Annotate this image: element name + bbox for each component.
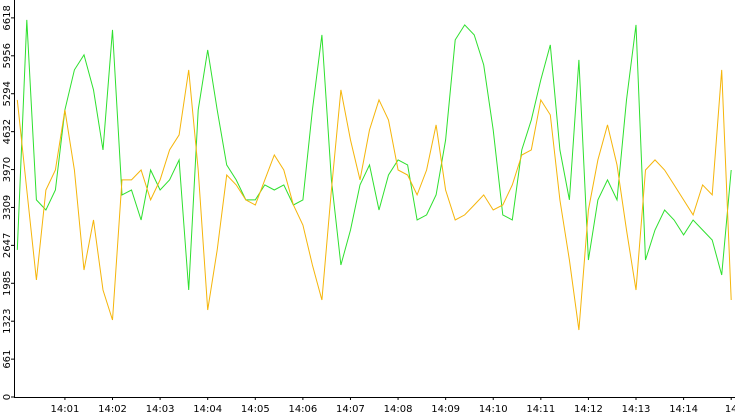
y-tick-label: 6618 <box>2 5 13 30</box>
x-tick-label: 14:07 <box>336 404 365 415</box>
y-tick-label: 5294 <box>2 81 13 106</box>
y-tick-label: 3309 <box>2 195 13 220</box>
y-tick-label: 1985 <box>2 271 13 296</box>
x-tick-label: 14:01 <box>51 404 80 415</box>
x-tick-label: 14:06 <box>288 404 317 415</box>
x-tick-label: 14:11 <box>526 404 555 415</box>
x-tick-label: 14:09 <box>431 404 460 415</box>
x-tick-label: 14:13 <box>622 404 651 415</box>
x-tick-label: 14:04 <box>193 404 222 415</box>
series-line <box>16 19 732 291</box>
x-tick-label: 14:14 <box>669 404 698 415</box>
x-tick-label: 14:05 <box>241 404 270 415</box>
y-tick-label: 4632 <box>2 119 13 144</box>
y-tick-label: 1323 <box>2 308 13 333</box>
x-tick-label: 14:08 <box>384 404 413 415</box>
y-tick-label: 2647 <box>2 233 13 258</box>
x-tick-label: 14:03 <box>146 404 175 415</box>
y-tick-label: 5956 <box>2 43 13 68</box>
y-tick-label: 0 <box>2 394 13 400</box>
x-tick-label: 14:10 <box>479 404 508 415</box>
series-line <box>16 69 732 331</box>
x-tick-label: 14:02 <box>98 404 127 415</box>
x-tick-label: 14 <box>725 404 735 415</box>
x-tick-label: 14:12 <box>574 404 603 415</box>
y-tick-label: 3970 <box>2 157 13 182</box>
y-tick-label: 661 <box>2 350 13 369</box>
